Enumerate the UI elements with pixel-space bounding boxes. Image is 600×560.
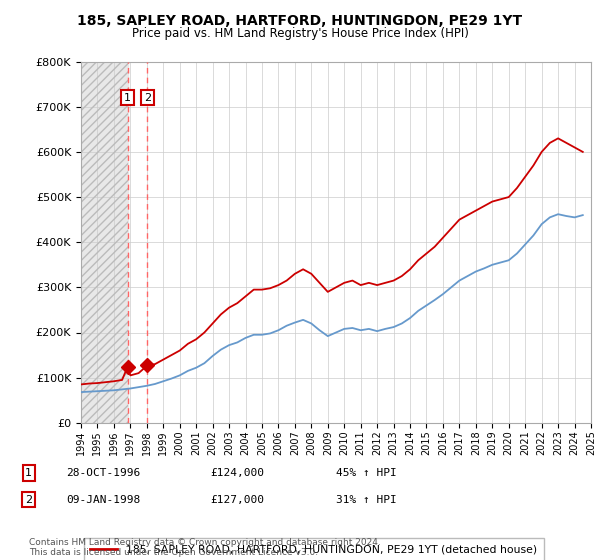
Text: 45% ↑ HPI: 45% ↑ HPI [336,468,397,478]
Text: 31% ↑ HPI: 31% ↑ HPI [336,494,397,505]
Text: 09-JAN-1998: 09-JAN-1998 [66,494,140,505]
Legend: 185, SAPLEY ROAD, HARTFORD, HUNTINGDON, PE29 1YT (detached house), HPI: Average : 185, SAPLEY ROAD, HARTFORD, HUNTINGDON, … [84,538,544,560]
Text: 28-OCT-1996: 28-OCT-1996 [66,468,140,478]
Text: 1: 1 [124,93,131,102]
Text: 1: 1 [25,468,32,478]
Bar [81,62,128,423]
Text: 2: 2 [144,93,151,102]
Text: 2: 2 [25,494,32,505]
Bar [81,62,128,423]
Text: £127,000: £127,000 [210,494,264,505]
Text: Contains HM Land Registry data © Crown copyright and database right 2024.
This d: Contains HM Land Registry data © Crown c… [29,538,380,557]
Text: Price paid vs. HM Land Registry's House Price Index (HPI): Price paid vs. HM Land Registry's House … [131,27,469,40]
Text: 185, SAPLEY ROAD, HARTFORD, HUNTINGDON, PE29 1YT: 185, SAPLEY ROAD, HARTFORD, HUNTINGDON, … [77,14,523,28]
Text: £124,000: £124,000 [210,468,264,478]
